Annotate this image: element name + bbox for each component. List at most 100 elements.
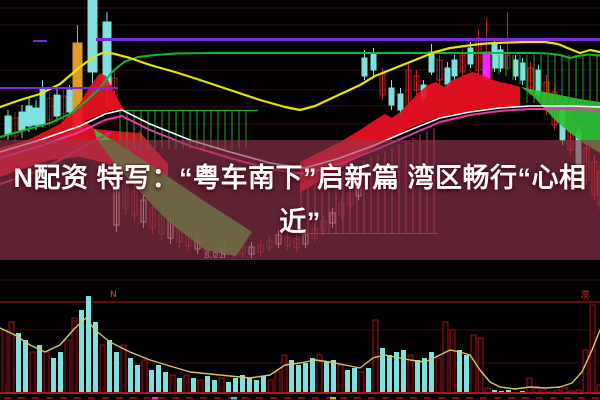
volume-bar — [464, 355, 469, 393]
volume-bar — [477, 337, 484, 394]
candle — [11, 117, 19, 137]
volume-bar — [324, 362, 329, 393]
axis-tick — [298, 397, 305, 399]
volume-bar — [37, 345, 42, 393]
event-flag: N — [110, 290, 117, 300]
volume-bar — [163, 372, 168, 393]
volume-bar — [114, 352, 119, 393]
candle — [482, 51, 491, 81]
candle — [66, 89, 73, 113]
axis-tick — [46, 397, 53, 399]
watermark-glyph: 蕊 — [581, 289, 590, 301]
axis-tick — [396, 397, 403, 399]
volume-bar — [107, 340, 112, 393]
volume-layer — [0, 296, 600, 400]
candle — [32, 107, 40, 126]
volume-bar — [177, 378, 182, 393]
volume-bar — [1, 329, 8, 394]
axis-tick — [172, 397, 179, 399]
axis-tick — [438, 397, 445, 399]
volume-bar — [345, 370, 350, 393]
volume-bar — [86, 296, 91, 393]
volume-bar — [435, 357, 442, 394]
cloud-black-wedge — [85, 107, 139, 133]
candle — [397, 93, 404, 111]
candle — [436, 59, 443, 81]
volume-bar — [261, 376, 266, 393]
volume-bar — [429, 352, 434, 393]
candle — [46, 97, 53, 121]
axis-tick — [466, 397, 473, 399]
axis-tick — [256, 397, 263, 399]
candle — [467, 47, 474, 65]
axis-tick — [508, 397, 515, 399]
volume-bar — [212, 380, 217, 393]
volume-bar — [191, 378, 196, 393]
axis-tick — [564, 397, 571, 399]
axis-tick — [200, 397, 207, 399]
axis-tick — [592, 397, 599, 399]
volume-bar — [233, 378, 238, 393]
axis-tick — [480, 397, 487, 399]
volume-bar — [296, 365, 301, 393]
headline-line-1: N配资 特写：“粤车南下”启新篇 湾区畅行“心相 — [13, 163, 587, 193]
volume-bar — [141, 359, 148, 394]
volume-bar — [205, 376, 210, 393]
volume-bar — [267, 379, 274, 394]
candle — [60, 95, 67, 115]
volume-bar — [274, 371, 281, 394]
cloud-red-right — [300, 72, 520, 192]
candle — [519, 62, 526, 81]
volume-bar — [120, 344, 127, 394]
axis-tick — [326, 397, 333, 399]
volume-bar — [281, 354, 288, 394]
volume-bar — [358, 371, 365, 394]
axis-tick — [116, 397, 123, 399]
volume-bar — [247, 378, 252, 393]
candle — [87, 0, 98, 73]
candle — [370, 53, 377, 71]
volume-bar — [218, 377, 225, 394]
candle — [459, 54, 466, 73]
candle — [388, 87, 395, 106]
axis-tick — [340, 397, 347, 399]
volume-bar — [387, 355, 392, 393]
volume-bar — [310, 358, 315, 393]
axis-tick-special — [152, 397, 158, 400]
candle — [497, 49, 504, 69]
volume-bar — [352, 368, 357, 393]
axis-tick — [88, 397, 95, 399]
axis-tick — [522, 397, 529, 399]
axis-tick-special — [330, 397, 336, 400]
volume-bar — [366, 368, 371, 393]
candle — [504, 54, 511, 69]
volume-bar — [415, 360, 420, 393]
volume-bar — [135, 365, 140, 393]
volume-bar — [422, 358, 427, 393]
axis-tick — [270, 397, 277, 399]
candle — [18, 111, 26, 131]
volume-bar — [16, 333, 21, 393]
candle — [4, 115, 12, 135]
candle — [444, 67, 451, 85]
axis-tick — [494, 397, 501, 399]
volume-bar — [64, 339, 71, 394]
volume-bar — [183, 374, 190, 394]
axis-tick — [214, 397, 221, 399]
volume-bar — [289, 360, 294, 393]
axis-tick — [60, 397, 67, 399]
volume-bar — [99, 344, 106, 394]
axis-tick — [186, 397, 193, 399]
volume-bar — [169, 374, 176, 394]
candle — [451, 59, 458, 77]
volume-bar — [149, 370, 154, 393]
volume-bar — [93, 322, 98, 393]
volume-bar — [254, 380, 259, 393]
axis-tick — [18, 397, 25, 399]
volume-bar — [526, 377, 533, 394]
volume-bar — [442, 321, 449, 394]
axis-tick — [550, 397, 557, 399]
axis-tick — [578, 397, 585, 399]
axis-tick — [536, 397, 543, 399]
